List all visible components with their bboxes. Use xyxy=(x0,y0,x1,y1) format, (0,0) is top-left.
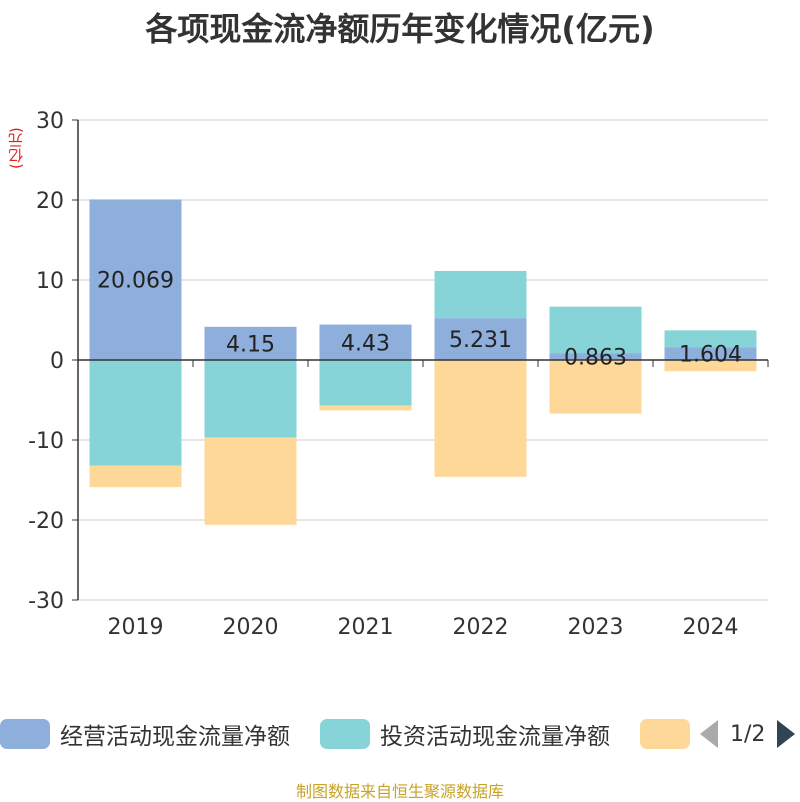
legend-page-indicator: 1/2 xyxy=(730,721,766,747)
legend-item-operating[interactable]: 经营活动现金流量净额 xyxy=(0,716,290,752)
bar-financing-2021 xyxy=(319,405,412,411)
bar-financing-2022 xyxy=(434,360,527,477)
bar-investing-2024 xyxy=(664,330,757,348)
data-label-operating: 4.43 xyxy=(341,331,390,356)
bar-investing-2019 xyxy=(89,360,182,466)
chart-title: 各项现金流净额历年变化情况(亿元) xyxy=(145,10,655,48)
x-tick-label: 2019 xyxy=(108,615,164,640)
bar-financing-2019 xyxy=(89,465,182,488)
legend-pager: 1/2 xyxy=(700,716,796,752)
legend-swatch-investing xyxy=(320,719,370,749)
x-tick-label: 2023 xyxy=(568,615,624,640)
legend-prev-icon[interactable] xyxy=(700,720,718,748)
x-tick-label: 2024 xyxy=(683,615,739,640)
data-source-note: 制图数据来自恒生聚源数据库 xyxy=(295,782,504,801)
y-tick-label: -20 xyxy=(28,509,64,534)
bar-operating-2023 xyxy=(549,353,642,360)
bar-investing-2022 xyxy=(434,270,527,319)
y-tick-label: 30 xyxy=(36,109,64,134)
data-label-operating: 5.231 xyxy=(449,328,512,353)
legend: 经营活动现金流量净额 投资活动现金流量净额 1/2 xyxy=(0,716,800,756)
bar-investing-2023 xyxy=(549,306,642,354)
bar-financing-2020 xyxy=(204,437,297,525)
bar-operating-2021 xyxy=(319,324,412,360)
data-label-operating: 4.15 xyxy=(226,332,275,357)
y-tick-label: 0 xyxy=(50,349,64,374)
y-tick-label: 20 xyxy=(36,189,64,214)
legend-label-investing: 投资活动现金流量净额 xyxy=(380,724,610,750)
x-tick-label: 2021 xyxy=(338,615,394,640)
legend-swatch-operating xyxy=(0,719,50,749)
data-label-operating: 20.069 xyxy=(97,269,174,294)
legend-item-financing[interactable] xyxy=(640,716,700,752)
x-tick-label: 2020 xyxy=(223,615,279,640)
bar-operating-2022 xyxy=(434,318,527,360)
data-label-operating: 0.863 xyxy=(564,346,627,371)
bar-investing-2021 xyxy=(319,360,412,406)
bar-investing-2020 xyxy=(204,360,297,438)
chart-plot: 30 20 10 0 -10 -20 -30 2019 2020 2021 2022 2023 2024… xyxy=(28,109,769,640)
y-tick-label: -30 xyxy=(28,589,64,614)
y-tick-label: -10 xyxy=(28,429,64,454)
bar-operating-2020 xyxy=(204,326,297,360)
legend-next-icon[interactable] xyxy=(777,720,796,748)
legend-swatch-financing xyxy=(640,719,690,749)
legend-item-investing[interactable]: 投资活动现金流量净额 xyxy=(320,716,610,752)
y-tick-label: 10 xyxy=(36,269,64,294)
bar-operating-2024 xyxy=(664,347,757,360)
bar-financing-2024 xyxy=(664,360,757,372)
data-label-operating: 1.604 xyxy=(679,343,742,368)
legend-label-operating: 经营活动现金流量净额 xyxy=(60,724,290,750)
x-tick-label: 2022 xyxy=(453,615,509,640)
bar-operating-2019 xyxy=(89,199,182,360)
bar-financing-2023 xyxy=(549,360,642,414)
